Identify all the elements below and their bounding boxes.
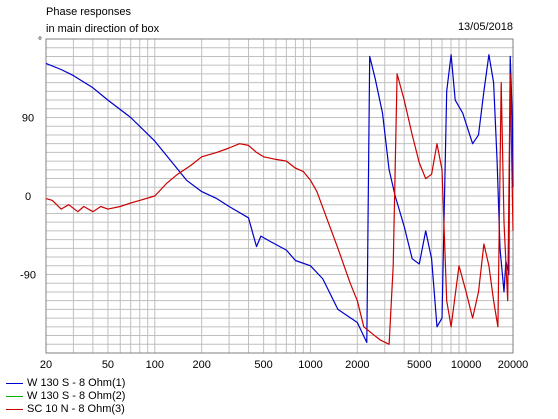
legend-swatch	[6, 382, 23, 384]
x-tick-label: 5000	[407, 359, 431, 371]
series-line-3	[45, 73, 514, 345]
x-tick-label: 100	[146, 359, 164, 371]
legend-swatch	[6, 395, 23, 397]
y-tick-label: 0	[25, 191, 31, 203]
x-tick-label: 2000	[345, 359, 369, 371]
legend-label: W 130 S - 8 Ohm(1)	[27, 377, 126, 389]
phase-chart: 20 50 100 200 500 1000 2000 5000 10000 20000 90 0 -9…	[20, 38, 528, 372]
x-tick-label: 500	[254, 359, 272, 371]
chart-title-line1: Phase responses	[46, 6, 131, 18]
y-tick-label: 90	[22, 113, 34, 125]
legend-label: SC 10 N - 8 Ohm(3)	[27, 403, 125, 415]
legend-item: SC 10 N - 8 Ohm(3)	[6, 403, 125, 416]
legend-label: W 130 S - 8 Ohm(2)	[27, 390, 126, 402]
x-tick-label: 20000	[498, 359, 529, 371]
x-tick-label: 10000	[451, 359, 482, 371]
x-tick-label: 200	[192, 359, 210, 371]
chart-legend: W 130 S - 8 Ohm(1) W 130 S - 8 Ohm(2) SC 1…	[6, 377, 125, 416]
chart-title-line2: in main direction of box	[46, 23, 160, 35]
legend-item: W 130 S - 8 Ohm(2)	[6, 390, 125, 403]
series-line-1	[45, 54, 514, 344]
legend-item: W 130 S - 8 Ohm(1)	[6, 377, 125, 390]
chart-tick-labels: 20 50 100 200 500 1000 2000 5000 10000 20000 90 0 -9…	[20, 113, 528, 372]
x-tick-label: 1000	[298, 359, 322, 371]
y-unit-symbol: °	[38, 36, 42, 47]
x-tick-label: 50	[102, 359, 114, 371]
chart-date: 13/05/2018	[457, 21, 513, 33]
plot-frame	[45, 38, 514, 354]
chart-title: Phase responses in main direction of box	[46, 4, 159, 38]
x-tick-label: 20	[40, 359, 52, 371]
y-tick-label: -90	[20, 270, 36, 282]
legend-swatch	[6, 408, 23, 410]
chart-series	[45, 54, 514, 345]
